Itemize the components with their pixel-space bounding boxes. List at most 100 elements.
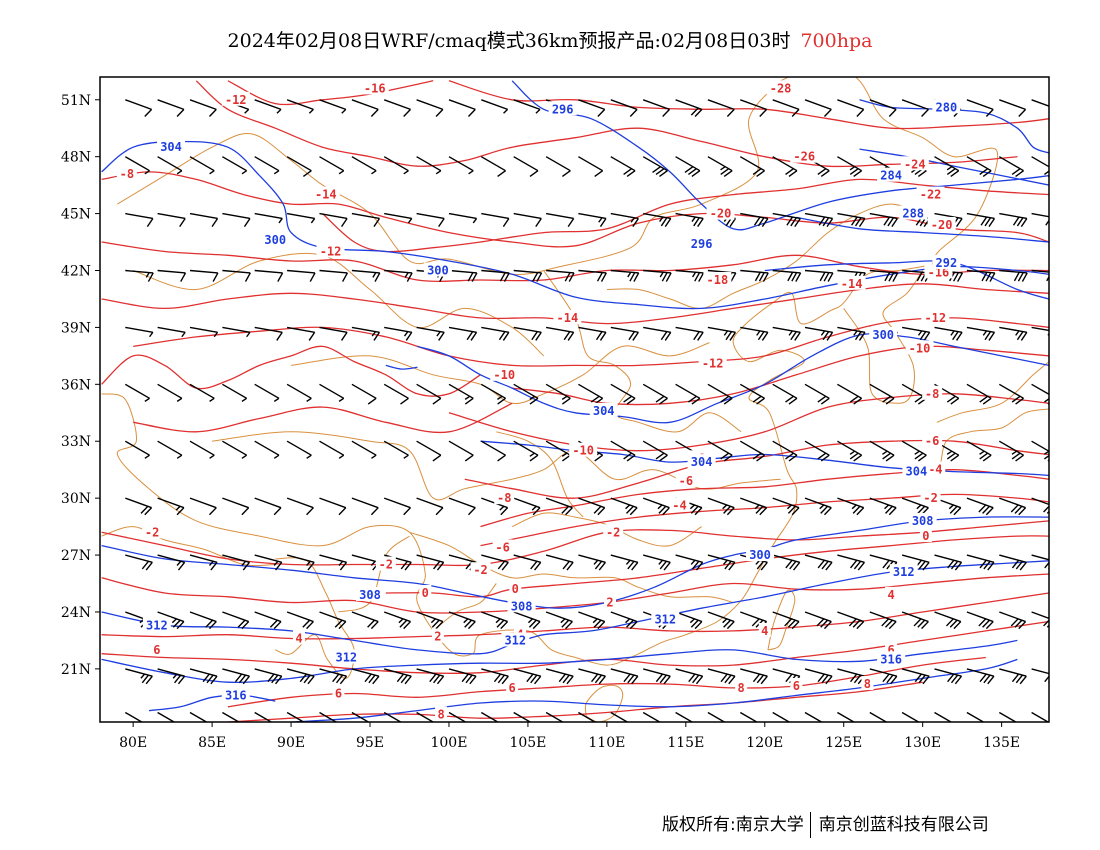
- barb-staff: [901, 99, 929, 111]
- wind-barb: [901, 326, 931, 341]
- barb-full-tick: [728, 561, 736, 571]
- barb-full-tick: [1050, 217, 1056, 227]
- height-label: 300: [749, 548, 771, 562]
- barb-full-tick: [306, 621, 314, 630]
- wind-barb: [383, 711, 409, 733]
- lon-tick-label: 125E: [825, 735, 862, 751]
- barb-half-tick: [306, 454, 312, 459]
- barb-staff: [416, 497, 444, 509]
- barb-full-tick: [373, 331, 381, 341]
- barb-half-tick: [246, 331, 251, 338]
- barb-full-tick: [365, 723, 373, 733]
- barb-half-tick: [209, 397, 215, 402]
- barb-full-tick: [629, 621, 638, 630]
- wind-barb: [481, 554, 509, 571]
- barb-full-tick: [596, 272, 603, 282]
- wind-barb: [222, 383, 248, 402]
- wind-barb: [125, 497, 153, 516]
- barb-staff: [1031, 99, 1049, 111]
- barb-full-tick: [435, 108, 444, 117]
- barb-full-tick: [856, 108, 865, 117]
- barb-full-tick: [432, 397, 442, 405]
- barb-full-tick: [1012, 216, 1020, 226]
- temperature-label: 6: [509, 681, 516, 695]
- height-label-bg: [877, 167, 906, 182]
- barb-full-tick: [1054, 218, 1060, 228]
- wind-barb: [934, 711, 960, 722]
- wind-barb: [351, 383, 377, 405]
- wind-barb: [157, 99, 185, 117]
- wind-barb: [222, 212, 251, 228]
- barb-full-tick: [752, 452, 762, 460]
- barb-staff: [480, 156, 506, 172]
- barb-full-tick: [691, 397, 701, 405]
- temperature-contour: [101, 241, 1049, 283]
- barb-full-tick: [885, 397, 895, 405]
- barb-full-tick: [692, 560, 700, 570]
- barb-full-tick: [819, 271, 826, 282]
- wind-barb: [966, 497, 994, 516]
- barb-full-tick: [950, 170, 960, 178]
- barb-full-tick: [1015, 454, 1024, 462]
- barb-full-tick: [761, 218, 769, 228]
- barb-full-tick: [752, 395, 762, 403]
- height-label-bg: [869, 327, 898, 341]
- wind-barb: [707, 383, 733, 405]
- barb-full-tick: [300, 723, 308, 733]
- barb-staff: [934, 711, 960, 722]
- wind-barb: [966, 611, 994, 630]
- barb-full-tick: [887, 217, 895, 227]
- barb-full-tick: [1052, 675, 1058, 685]
- temperature-label: -24: [904, 157, 926, 171]
- temperature-label-bg: [669, 497, 690, 512]
- barb-full-tick: [914, 673, 922, 683]
- barb-full-tick: [793, 561, 801, 571]
- barb-staff: [286, 326, 315, 333]
- height-label-bg: [932, 99, 961, 114]
- barb-staff: [383, 156, 409, 172]
- barb-staff: [481, 99, 508, 111]
- barb-full-tick: [397, 723, 405, 733]
- barb-full-tick: [501, 675, 509, 685]
- barb-full-tick: [983, 560, 991, 570]
- boundary-line: [291, 342, 710, 405]
- wind-barb: [804, 99, 832, 117]
- barb-full-tick: [340, 218, 348, 228]
- barb-full-tick: [1010, 504, 1019, 513]
- barb-full-tick: [593, 619, 602, 628]
- wind-barb: [740, 212, 769, 228]
- lat-tick-label: 48N: [61, 150, 91, 166]
- barb-half-tick: [950, 330, 955, 336]
- height-label: 292: [936, 256, 958, 270]
- barb-full-tick: [1017, 272, 1024, 282]
- barb-full-tick: [599, 218, 607, 228]
- barb-full-tick: [852, 505, 861, 514]
- barb-staff: [351, 497, 379, 509]
- barb-full-tick: [210, 561, 218, 571]
- wind-barb: [416, 611, 444, 630]
- barb-full-tick: [340, 331, 348, 341]
- barb-full-tick: [530, 560, 538, 570]
- wind-barb: [837, 611, 865, 630]
- wind-barb: [383, 156, 409, 175]
- barb-full-tick: [500, 621, 509, 630]
- barb-full-tick: [988, 331, 996, 341]
- barb-staff: [675, 711, 701, 722]
- wind-barb: [416, 99, 444, 117]
- wind-barb: [222, 668, 250, 685]
- temperature-label-bg: [332, 685, 345, 700]
- barb-staff: [157, 326, 186, 333]
- barb-full-tick: [1051, 272, 1056, 281]
- barb-full-tick: [826, 331, 834, 341]
- barb-staff: [254, 440, 280, 456]
- wind-barb: [448, 611, 476, 630]
- lon-tick-label: 110E: [588, 735, 625, 751]
- wind-barb: [351, 711, 377, 733]
- barb-full-tick: [849, 673, 858, 683]
- temperature-label-bg: [316, 243, 345, 258]
- wind-barb: [837, 383, 863, 405]
- barb-full-tick: [1044, 559, 1049, 569]
- height-label-bg: [332, 649, 361, 664]
- temperature-label: -2: [606, 525, 620, 539]
- barb-full-tick: [594, 674, 603, 684]
